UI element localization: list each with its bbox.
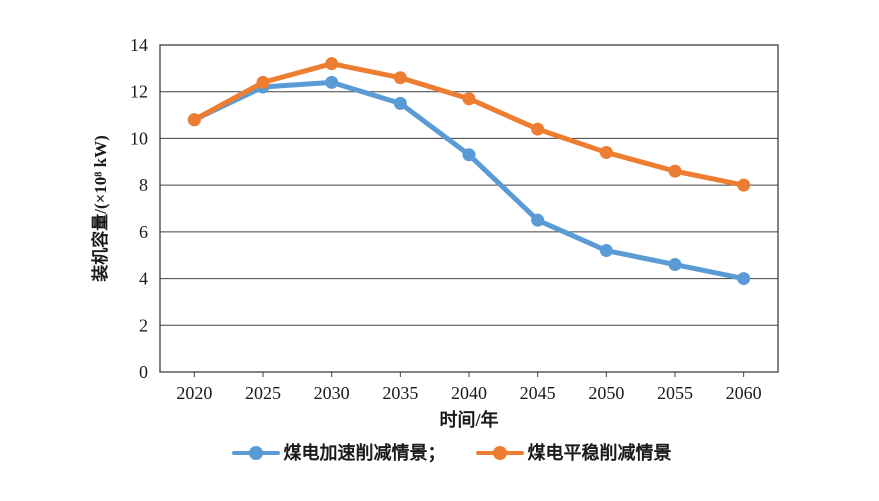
- legend-label-steady-reduction: 煤电平稳削减情景: [527, 443, 672, 463]
- data-point-steady-2060: [737, 178, 751, 192]
- legend-line-marker-icon: [231, 446, 280, 460]
- data-point-accelerated-2030: [325, 75, 339, 89]
- x-tick-label: 2025: [245, 383, 281, 403]
- data-point-accelerated-2040: [462, 148, 476, 162]
- line-chart: 2020 2025 2030 2035 2040 2045 2050 2055 2060 0 2 4 6…: [90, 35, 779, 430]
- data-point-steady-2040: [462, 92, 476, 106]
- data-point-steady-2035: [393, 71, 407, 85]
- data-point-accelerated-2060: [737, 272, 751, 286]
- y-tick-label: 12: [130, 82, 148, 102]
- data-point-steady-2045: [531, 122, 545, 136]
- x-tick-label: 2055: [657, 383, 693, 403]
- data-point-steady-2020: [187, 113, 201, 127]
- data-point-steady-2025: [256, 75, 270, 89]
- y-tick-label: 4: [139, 269, 148, 289]
- x-tick-label: 2060: [726, 383, 762, 403]
- chart-legend: 煤电加速削减情景； 煤电平稳削减情景: [12, 444, 879, 462]
- y-tick-label: 14: [130, 35, 148, 55]
- data-point-steady-2050: [599, 145, 613, 159]
- y-tick-label: 6: [139, 222, 148, 242]
- y-axis-title: 装机容量/(×10⁸ kW): [90, 135, 110, 283]
- data-point-accelerated-2050: [599, 244, 613, 258]
- data-point-accelerated-2055: [668, 258, 682, 272]
- legend-dot-orange: [492, 446, 507, 460]
- series-line-accelerated: [191, 79, 747, 282]
- series-line-steady: [191, 61, 747, 188]
- data-point-accelerated-2045: [531, 213, 545, 227]
- x-tick-label: 2020: [176, 383, 212, 403]
- legend-label-accelerated-reduction: 煤电加速削减情景；: [283, 443, 446, 463]
- data-point-steady-2055: [668, 164, 682, 178]
- y-tick-label: 10: [130, 128, 148, 148]
- y-tick-label: 0: [139, 362, 148, 382]
- x-tick-label: 2030: [314, 383, 350, 403]
- legend-item-accelerated-reduction: 煤电加速削减情景；: [231, 443, 446, 463]
- x-tick-label: 2035: [382, 383, 418, 403]
- y-tick-label: 8: [139, 175, 148, 195]
- data-point-accelerated-2035: [393, 96, 407, 110]
- x-tick-label: 2050: [588, 383, 624, 403]
- x-tick-label: 2045: [520, 383, 556, 403]
- legend-line-marker-icon: [475, 446, 524, 460]
- x-tick-label: 2040: [451, 383, 487, 403]
- data-point-steady-2030: [325, 57, 339, 71]
- legend-dot-blue: [248, 446, 263, 460]
- y-tick-label: 2: [139, 315, 148, 335]
- x-axis-title: 时间/年: [439, 409, 498, 430]
- legend-item-steady-reduction: 煤电平稳削减情景: [475, 443, 672, 463]
